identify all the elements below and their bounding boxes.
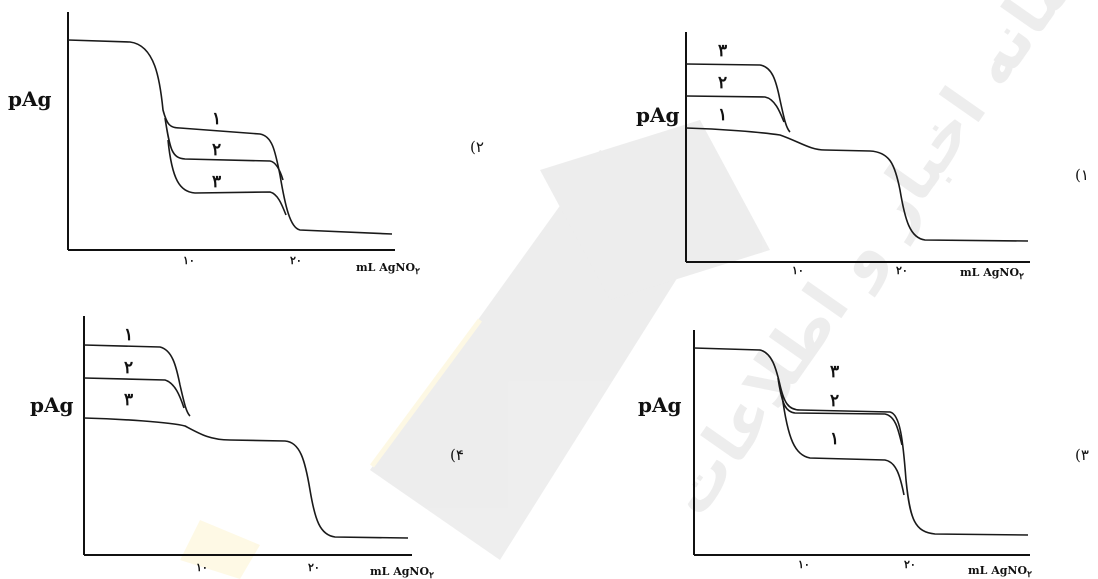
x-axis-unit: mL AgNO۲ <box>356 261 420 277</box>
titration-curve-2 <box>83 377 185 409</box>
titration-curve-1 <box>83 344 191 417</box>
titration-curve-3 <box>167 139 287 216</box>
curve-label-3: ۳ <box>212 172 221 192</box>
curve-label-1: ۱ <box>718 105 727 125</box>
curve-label-3: ۳ <box>124 390 133 410</box>
curve-label-1: ۱ <box>830 429 839 449</box>
panel-option-2: pAg ۱۰ ۲۰ mL AgNO۲ (۲ ۱ ۲ ۳ <box>8 12 484 277</box>
x-tick-20: ۲۰ <box>308 561 320 574</box>
x-tick-10: ۱۰ <box>792 264 804 277</box>
curve-label-1: ۱ <box>124 325 133 345</box>
option-label: (۱ <box>1075 166 1089 184</box>
watermark-logo <box>180 120 770 579</box>
curve-label-2: ۲ <box>718 73 727 93</box>
y-axis-label: pAg <box>636 103 680 127</box>
curve-label-2: ۲ <box>124 358 133 378</box>
x-axis-unit: mL AgNO۲ <box>968 564 1032 579</box>
option-label: (۴ <box>450 446 464 464</box>
y-axis-label: pAg <box>638 393 682 417</box>
titration-curve-2 <box>685 95 785 123</box>
titration-curve-3 <box>685 63 791 133</box>
x-axis-unit: mL AgNO۲ <box>960 266 1024 282</box>
curve-label-3: ۳ <box>718 41 727 61</box>
option-label: (۲ <box>470 138 484 156</box>
y-axis-label: pAg <box>8 87 52 111</box>
titration-curve-3 <box>83 417 409 539</box>
panel-option-1: pAg ۱۰ ۲۰ mL AgNO۲ (۱ ۳ ۲ ۱ <box>636 32 1089 282</box>
x-axis-unit: mL AgNO۲ <box>370 565 434 579</box>
y-axis-label: pAg <box>30 393 74 417</box>
titration-curve-1 <box>685 127 1029 242</box>
x-tick-20: ۲۰ <box>896 264 908 277</box>
curve-label-2: ۲ <box>212 140 221 160</box>
option-label: (۳ <box>1075 446 1089 464</box>
panel-option-4: pAg ۱۰ ۲۰ mL AgNO۲ (۴ ۱ ۲ ۳ <box>30 316 464 579</box>
panel-option-3: pAg ۱۰ ۲۰ mL AgNO۲ (۳ ۳ ۲ ۱ <box>638 330 1089 579</box>
titration-curve-1 <box>693 347 1029 536</box>
titration-curve-1 <box>67 39 393 235</box>
x-tick-10: ۱۰ <box>196 561 208 574</box>
titration-curve-2 <box>164 117 284 181</box>
curve-label-3: ۳ <box>830 362 839 382</box>
x-tick-10: ۱۰ <box>798 558 810 571</box>
curve-label-2: ۲ <box>830 391 839 411</box>
x-tick-10: ۱۰ <box>183 254 195 267</box>
x-tick-20: ۲۰ <box>290 254 302 267</box>
titration-curve-3 <box>781 394 905 496</box>
curve-label-1: ۱ <box>212 109 221 129</box>
x-tick-20: ۲۰ <box>904 558 916 571</box>
